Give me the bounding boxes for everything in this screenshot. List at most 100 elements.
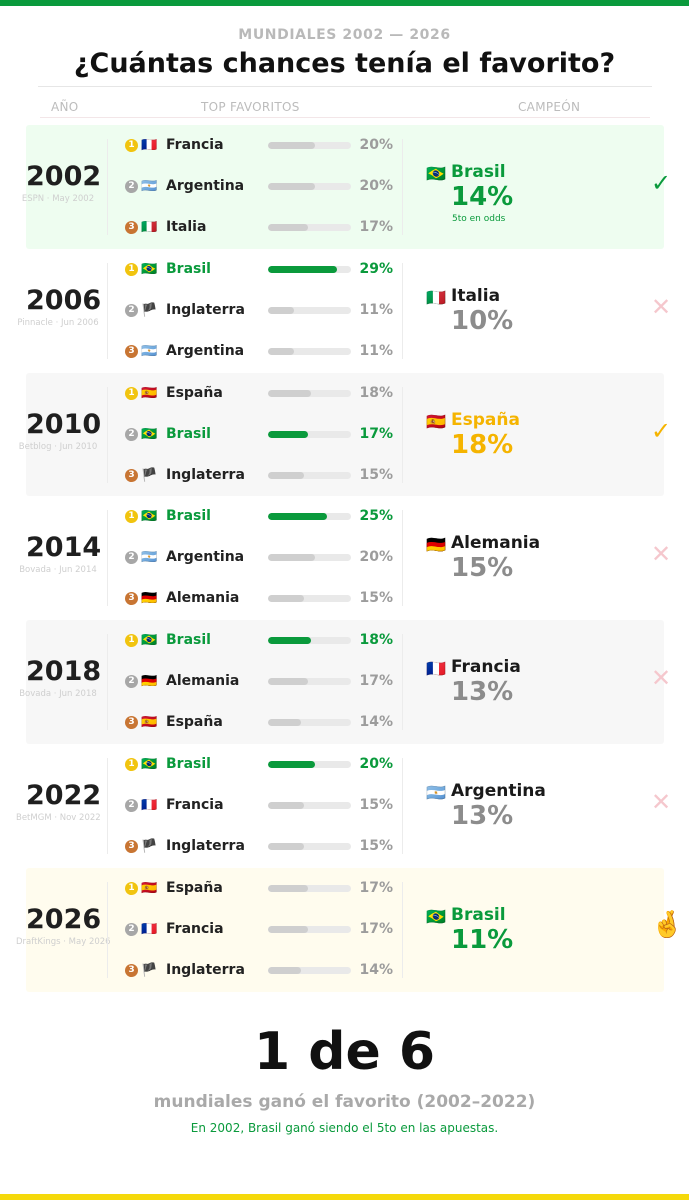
column-divider bbox=[107, 262, 108, 359]
table-row: 2026 DraftKings · May 2026 1 🇪🇸 España 1… bbox=[16, 867, 683, 992]
champion-name: Francia bbox=[451, 657, 521, 678]
favorite-team-name: Brasil bbox=[166, 755, 211, 772]
favorite-team-name: España bbox=[166, 714, 223, 731]
champion-flag-icon: 🇧🇷 bbox=[426, 906, 446, 926]
favorite-entry: 3 🇦🇷 Argentina 11% bbox=[125, 342, 397, 362]
favorite-entry: 2 🇧🇷 Brasil 17% bbox=[125, 425, 397, 445]
odds-source: Bovada · Jun 2014 bbox=[19, 565, 97, 576]
world-cup-table: 2002 ESPN · May 2002 1 🇫🇷 Francia 20% 2 … bbox=[16, 125, 683, 992]
column-divider bbox=[107, 139, 108, 235]
flag-icon: 🇧🇷 bbox=[141, 756, 157, 772]
favorite-entry: 2 🇦🇷 Argentina 20% bbox=[125, 548, 397, 568]
flag-icon: 🇩🇪 bbox=[141, 591, 157, 607]
probability-bar-fill bbox=[268, 471, 304, 479]
probability-bar-fill bbox=[268, 347, 295, 355]
medal-icon: 1 bbox=[125, 881, 138, 895]
flag-icon: 🏴 bbox=[141, 962, 157, 978]
column-divider bbox=[402, 881, 403, 978]
champion-probability: 11% bbox=[451, 924, 514, 955]
favorite-team-name: Brasil bbox=[166, 508, 211, 525]
champion-probability: 13% bbox=[451, 677, 514, 708]
column-divider bbox=[107, 881, 108, 978]
probability-bar-fill bbox=[268, 513, 328, 521]
miss-mark-icon: ✕ bbox=[651, 540, 672, 569]
favorite-entry: 2 🇫🇷 Francia 15% bbox=[125, 796, 397, 816]
medal-icon: 2 bbox=[125, 798, 138, 812]
column-header-year: AÑO bbox=[51, 100, 79, 114]
probability-bar-fill bbox=[268, 966, 302, 974]
flag-icon: 🇪🇸 bbox=[141, 880, 157, 896]
favorite-team-name: Francia bbox=[166, 920, 224, 937]
odds-source: ESPN · May 2002 bbox=[21, 194, 95, 204]
header-divider bbox=[40, 117, 650, 118]
flag-icon: 🇦🇷 bbox=[141, 179, 157, 194]
flag-icon: 🇫🇷 bbox=[141, 797, 157, 813]
probability-bar bbox=[268, 719, 351, 727]
probability-bar bbox=[268, 513, 351, 521]
probability-bar-fill bbox=[268, 637, 311, 645]
summary-big-number: 1 de 6 bbox=[253, 1022, 436, 1082]
favorite-entry: 3 🏴 Inglaterra 15% bbox=[125, 837, 397, 857]
flag-icon: 🇧🇷 bbox=[141, 509, 157, 525]
column-divider bbox=[107, 386, 108, 483]
flag-icon: 🇫🇷 bbox=[141, 921, 157, 937]
champion-flag-icon: 🇦🇷 bbox=[426, 782, 446, 802]
row-year: 2002 bbox=[26, 161, 102, 192]
favorite-entry: 1 🇪🇸 España 18% bbox=[125, 384, 397, 404]
favorite-probability: 25% bbox=[359, 508, 393, 525]
probability-bar bbox=[268, 884, 351, 892]
favorite-team-name: Inglaterra bbox=[166, 961, 245, 978]
probability-bar-fill bbox=[268, 595, 304, 603]
champion-probability: 18% bbox=[451, 429, 514, 460]
flag-icon: 🇪🇸 bbox=[141, 715, 157, 731]
favorite-probability: 14% bbox=[359, 961, 393, 978]
favorite-probability: 18% bbox=[359, 632, 393, 649]
favorite-team-name: Alemania bbox=[166, 673, 240, 690]
champion-flag-icon: 🇧🇷 bbox=[426, 164, 446, 183]
probability-bar bbox=[268, 306, 351, 314]
odds-source: Betblog · Jun 2010 bbox=[18, 441, 98, 452]
medal-icon: 3 bbox=[125, 716, 138, 730]
flag-icon: 🇦🇷 bbox=[141, 343, 157, 359]
miss-mark-icon: ✕ bbox=[651, 787, 672, 816]
table-row: 2002 ESPN · May 2002 1 🇫🇷 Francia 20% 2 … bbox=[22, 125, 671, 249]
medal-icon: 3 bbox=[125, 839, 138, 853]
probability-bar-fill bbox=[268, 842, 304, 850]
table-row: 2018 Bovada · Jun 2018 1 🇧🇷 Brasil 18% 2… bbox=[19, 620, 671, 744]
favorite-probability: 20% bbox=[359, 549, 393, 566]
probability-bar bbox=[268, 801, 351, 809]
column-divider bbox=[402, 139, 403, 235]
flag-icon: 🏴 bbox=[141, 467, 157, 483]
column-divider bbox=[402, 262, 403, 359]
favorite-probability: 29% bbox=[359, 260, 393, 277]
probability-bar bbox=[268, 925, 351, 933]
table-row: 2022 BetMGM · Nov 2022 1 🇧🇷 Brasil 20% 2… bbox=[16, 744, 671, 868]
odds-source: DraftKings · May 2026 bbox=[16, 936, 111, 947]
pending-mark-icon: 🤞 bbox=[651, 909, 684, 940]
favorite-entry: 3 🇮🇹 Italia 17% bbox=[125, 218, 397, 238]
favorite-team-name: Francia bbox=[166, 137, 224, 153]
favorite-entry: 2 🇦🇷 Argentina 20% bbox=[125, 177, 397, 197]
favorite-team-name: Brasil bbox=[166, 632, 211, 649]
favorite-probability: 11% bbox=[359, 301, 393, 318]
probability-bar bbox=[268, 183, 351, 190]
probability-bar bbox=[268, 142, 351, 149]
table-row: 2014 Bovada · Jun 2014 1 🇧🇷 Brasil 25% 2… bbox=[19, 496, 671, 620]
champion-flag-icon: 🇫🇷 bbox=[426, 659, 446, 679]
odds-source: Bovada · Jun 2018 bbox=[19, 689, 97, 700]
probability-bar bbox=[268, 595, 351, 603]
medal-icon: 3 bbox=[125, 344, 138, 358]
champion-probability: 14% bbox=[451, 182, 514, 212]
probability-bar-fill bbox=[268, 925, 309, 933]
flag-icon: 🏴 bbox=[141, 838, 157, 854]
column-header-favorites: TOP FAVORITOS bbox=[201, 100, 300, 114]
favorite-team-name: España bbox=[166, 879, 223, 896]
row-year: 2006 bbox=[26, 284, 102, 316]
champion-name: España bbox=[451, 409, 520, 430]
champion-name: Alemania bbox=[451, 533, 541, 554]
favorite-probability: 20% bbox=[359, 755, 393, 772]
flag-icon: 🇦🇷 bbox=[141, 550, 157, 566]
probability-bar bbox=[268, 224, 351, 231]
row-year: 2022 bbox=[26, 779, 102, 811]
medal-icon: 3 bbox=[125, 592, 138, 606]
